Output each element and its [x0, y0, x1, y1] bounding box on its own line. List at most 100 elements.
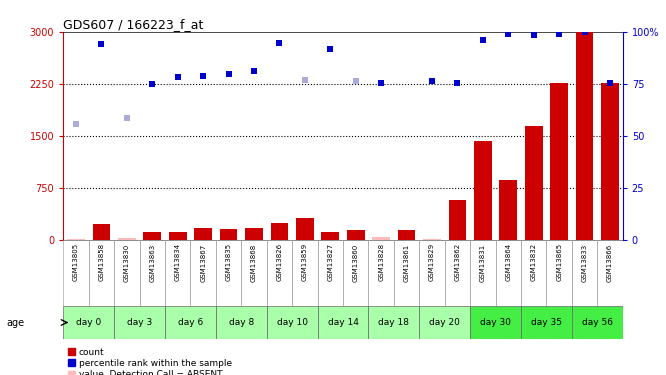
Bar — [241, 240, 266, 306]
Point — [579, 29, 590, 35]
Bar — [292, 240, 318, 306]
Text: day 14: day 14 — [328, 318, 358, 327]
Bar — [67, 238, 85, 240]
Text: GSM13862: GSM13862 — [454, 243, 460, 281]
Bar — [168, 232, 186, 240]
Bar — [474, 141, 492, 240]
Text: GSM13833: GSM13833 — [581, 243, 587, 282]
Bar — [525, 126, 543, 240]
Text: GSM13866: GSM13866 — [607, 243, 613, 282]
Bar — [347, 230, 364, 240]
Bar — [322, 232, 339, 240]
Bar — [93, 224, 111, 240]
Bar — [114, 306, 165, 339]
Bar — [216, 306, 266, 339]
Text: GSM13827: GSM13827 — [327, 243, 333, 281]
Bar — [140, 240, 165, 306]
Bar — [165, 240, 190, 306]
Bar — [63, 240, 89, 306]
Point — [274, 40, 285, 46]
Text: age: age — [7, 318, 25, 327]
Text: day 0: day 0 — [76, 318, 101, 327]
Bar — [394, 240, 420, 306]
Bar — [190, 240, 216, 306]
Bar — [266, 240, 292, 306]
Bar — [572, 240, 597, 306]
Bar — [470, 240, 496, 306]
Point — [121, 115, 132, 121]
Point — [427, 78, 438, 84]
Bar — [470, 306, 521, 339]
Text: day 56: day 56 — [582, 318, 613, 327]
Bar — [601, 82, 619, 240]
Point — [172, 74, 183, 80]
Text: day 3: day 3 — [127, 318, 153, 327]
Bar — [143, 232, 161, 240]
Text: GSM13865: GSM13865 — [556, 243, 562, 281]
Text: day 35: day 35 — [531, 318, 562, 327]
Point — [248, 68, 259, 74]
Bar — [343, 240, 368, 306]
Text: GSM13832: GSM13832 — [531, 243, 537, 281]
Point — [452, 80, 463, 86]
Bar — [597, 240, 623, 306]
Text: GDS607 / 166223_f_at: GDS607 / 166223_f_at — [63, 18, 204, 31]
Text: GSM13828: GSM13828 — [378, 243, 384, 281]
Text: GSM13805: GSM13805 — [73, 243, 79, 281]
Bar — [216, 240, 241, 306]
Point — [147, 81, 158, 87]
Bar — [398, 230, 416, 240]
Bar — [420, 306, 470, 339]
Bar — [500, 180, 517, 240]
Text: GSM13860: GSM13860 — [353, 243, 359, 282]
Text: GSM13829: GSM13829 — [429, 243, 435, 281]
Point — [300, 77, 310, 83]
Point — [350, 78, 361, 84]
Text: GSM13831: GSM13831 — [480, 243, 486, 282]
Text: GSM13859: GSM13859 — [302, 243, 308, 281]
Bar — [194, 228, 212, 240]
Bar — [368, 240, 394, 306]
Text: GSM13830: GSM13830 — [124, 243, 130, 282]
Bar — [496, 240, 521, 306]
Point — [223, 70, 234, 76]
Text: GSM13864: GSM13864 — [505, 243, 511, 281]
Bar — [546, 240, 572, 306]
Bar — [521, 306, 572, 339]
Bar — [270, 224, 288, 240]
Bar — [420, 240, 445, 306]
Point — [478, 37, 488, 43]
Text: GSM13834: GSM13834 — [174, 243, 180, 281]
Point — [96, 41, 107, 47]
Bar — [318, 240, 343, 306]
Text: GSM13826: GSM13826 — [276, 243, 282, 281]
Text: day 6: day 6 — [178, 318, 203, 327]
Bar — [296, 218, 314, 240]
Bar — [165, 306, 216, 339]
Text: GSM13861: GSM13861 — [404, 243, 410, 282]
Bar — [575, 32, 593, 240]
Text: day 18: day 18 — [378, 318, 410, 327]
Bar — [63, 306, 114, 339]
Bar — [368, 306, 420, 339]
Bar — [118, 238, 136, 240]
Bar — [521, 240, 546, 306]
Bar — [423, 238, 441, 240]
Point — [503, 31, 513, 37]
Text: GSM13835: GSM13835 — [226, 243, 232, 281]
Bar — [245, 228, 263, 240]
Text: GSM13863: GSM13863 — [149, 243, 155, 282]
Bar — [445, 240, 470, 306]
Point — [198, 73, 208, 79]
Bar — [550, 83, 568, 240]
Point — [554, 31, 565, 37]
Point — [376, 80, 386, 86]
Text: day 10: day 10 — [276, 318, 308, 327]
Point — [605, 80, 615, 86]
Legend: count, percentile rank within the sample, value, Detection Call = ABSENT, rank, : count, percentile rank within the sample… — [68, 348, 232, 375]
Bar — [266, 306, 318, 339]
Text: GSM13867: GSM13867 — [200, 243, 206, 282]
Bar — [89, 240, 114, 306]
Point — [528, 32, 539, 38]
Text: day 30: day 30 — [480, 318, 511, 327]
